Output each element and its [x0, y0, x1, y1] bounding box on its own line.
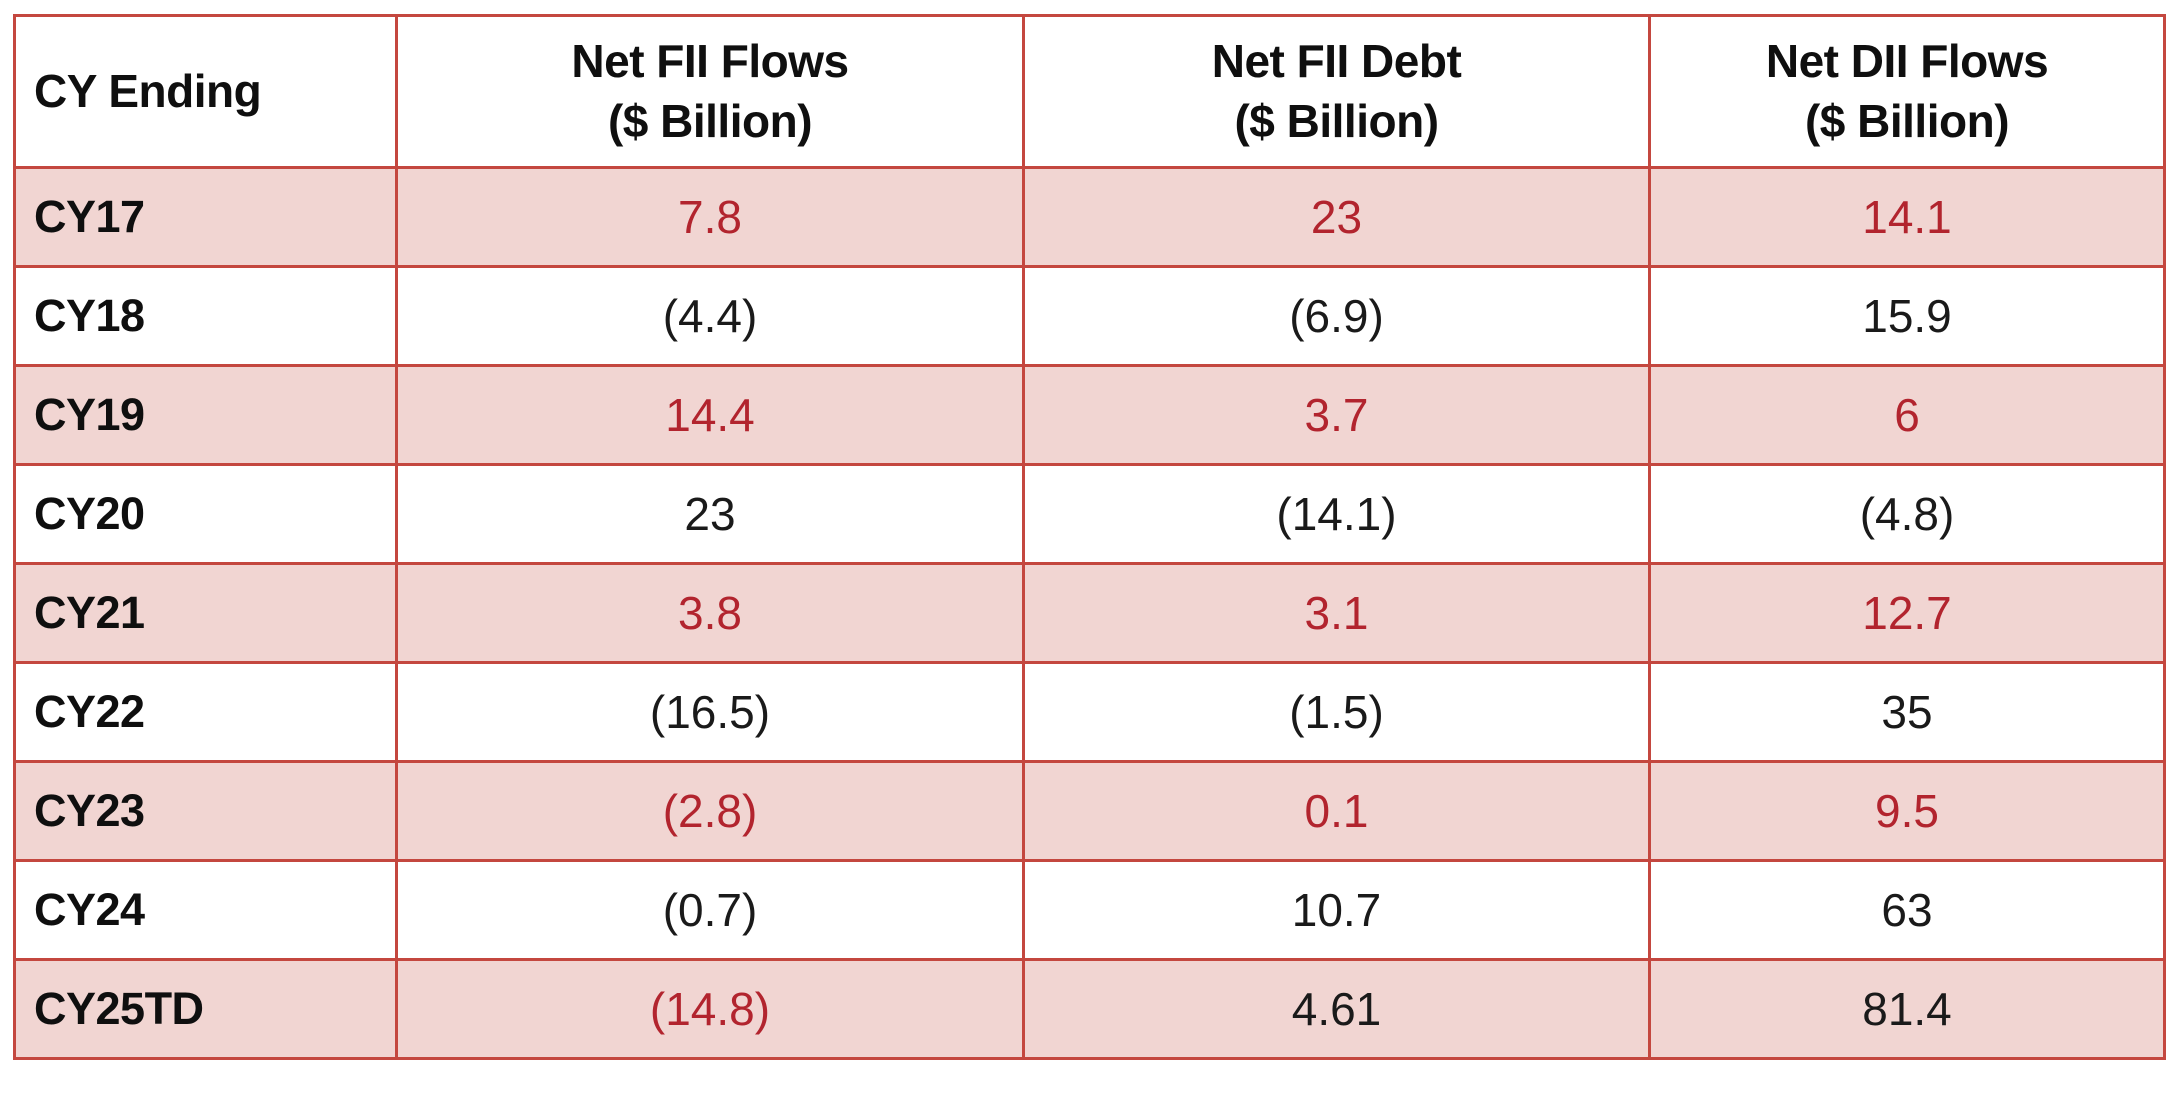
- value-cell-dii-flows: 12.7: [1648, 562, 2166, 664]
- table-row-cy24: CY24 (0.7) 10.7 63: [13, 859, 2166, 961]
- header-net-fii-flows: Net FII Flows ($ Billion): [395, 14, 1025, 169]
- year-cell: CY22: [13, 661, 398, 763]
- header-cy-ending: CY Ending: [13, 14, 398, 169]
- year-cell: CY23: [13, 760, 398, 862]
- header-row: CY Ending Net FII Flows ($ Billion) Net …: [13, 14, 2166, 169]
- value-cell-fii-flows: 7.8: [395, 166, 1025, 268]
- value-cell-dii-flows: 81.4: [1648, 958, 2166, 1060]
- value-cell-fii-debt: 3.1: [1022, 562, 1651, 664]
- value-cell-fii-flows: (4.4): [395, 265, 1025, 367]
- year-cell: CY18: [13, 265, 398, 367]
- value-cell-fii-debt: 4.61: [1022, 958, 1651, 1060]
- year-cell: CY19: [13, 364, 398, 466]
- column-header-label: CY Ending: [34, 64, 262, 117]
- column-header-unit: ($ Billion): [1804, 94, 2010, 147]
- table-row-cy25td: CY25TD (14.8) 4.61 81.4: [13, 958, 2166, 1060]
- value-cell-dii-flows: 6: [1648, 364, 2166, 466]
- value-cell-dii-flows: 9.5: [1648, 760, 2166, 862]
- value-cell-dii-flows: (4.8): [1648, 463, 2166, 565]
- value-cell-fii-flows: (2.8): [395, 760, 1025, 862]
- year-cell: CY21: [13, 562, 398, 664]
- value-cell-fii-debt: 3.7: [1022, 364, 1651, 466]
- column-header-label: Net DII Flows: [1765, 34, 2049, 87]
- value-cell-fii-debt: 23: [1022, 166, 1651, 268]
- value-cell-fii-flows: 14.4: [395, 364, 1025, 466]
- value-cell-fii-debt: (6.9): [1022, 265, 1651, 367]
- table-row-cy21: CY21 3.8 3.1 12.7: [13, 562, 2166, 664]
- value-cell-dii-flows: 14.1: [1648, 166, 2166, 268]
- column-header-unit: ($ Billion): [1234, 94, 1439, 147]
- header-net-fii-debt: Net FII Debt ($ Billion): [1022, 14, 1651, 169]
- table-row-cy19: CY19 14.4 3.7 6: [13, 364, 2166, 466]
- table-row-cy22: CY22 (16.5) (1.5) 35: [13, 661, 2166, 763]
- column-header-label: Net FII Debt: [1211, 34, 1462, 87]
- table-row-cy17: CY17 7.8 23 14.1: [13, 166, 2166, 268]
- year-cell: CY20: [13, 463, 398, 565]
- column-header-label: Net FII Flows: [571, 34, 849, 87]
- value-cell-dii-flows: 63: [1648, 859, 2166, 961]
- value-cell-fii-flows: (0.7): [395, 859, 1025, 961]
- table-row-cy20: CY20 23 (14.1) (4.8): [13, 463, 2166, 565]
- table-row-cy18: CY18 (4.4) (6.9) 15.9: [13, 265, 2166, 367]
- value-cell-fii-debt: 0.1: [1022, 760, 1651, 862]
- value-cell-fii-debt: 10.7: [1022, 859, 1651, 961]
- value-cell-dii-flows: 35: [1648, 661, 2166, 763]
- year-cell: CY25TD: [13, 958, 398, 1060]
- column-header-unit: ($ Billion): [607, 94, 813, 147]
- fii-dii-flows-table: CY Ending Net FII Flows ($ Billion) Net …: [13, 14, 2166, 1060]
- year-cell: CY17: [13, 166, 398, 268]
- value-cell-fii-debt: (14.1): [1022, 463, 1651, 565]
- value-cell-fii-flows: (14.8): [395, 958, 1025, 1060]
- value-cell-fii-flows: 23: [395, 463, 1025, 565]
- value-cell-fii-flows: (16.5): [395, 661, 1025, 763]
- table-row-cy23: CY23 (2.8) 0.1 9.5: [13, 760, 2166, 862]
- value-cell-fii-flows: 3.8: [395, 562, 1025, 664]
- value-cell-fii-debt: (1.5): [1022, 661, 1651, 763]
- header-net-dii-flows: Net DII Flows ($ Billion): [1648, 14, 2166, 169]
- value-cell-dii-flows: 15.9: [1648, 265, 2166, 367]
- year-cell: CY24: [13, 859, 398, 961]
